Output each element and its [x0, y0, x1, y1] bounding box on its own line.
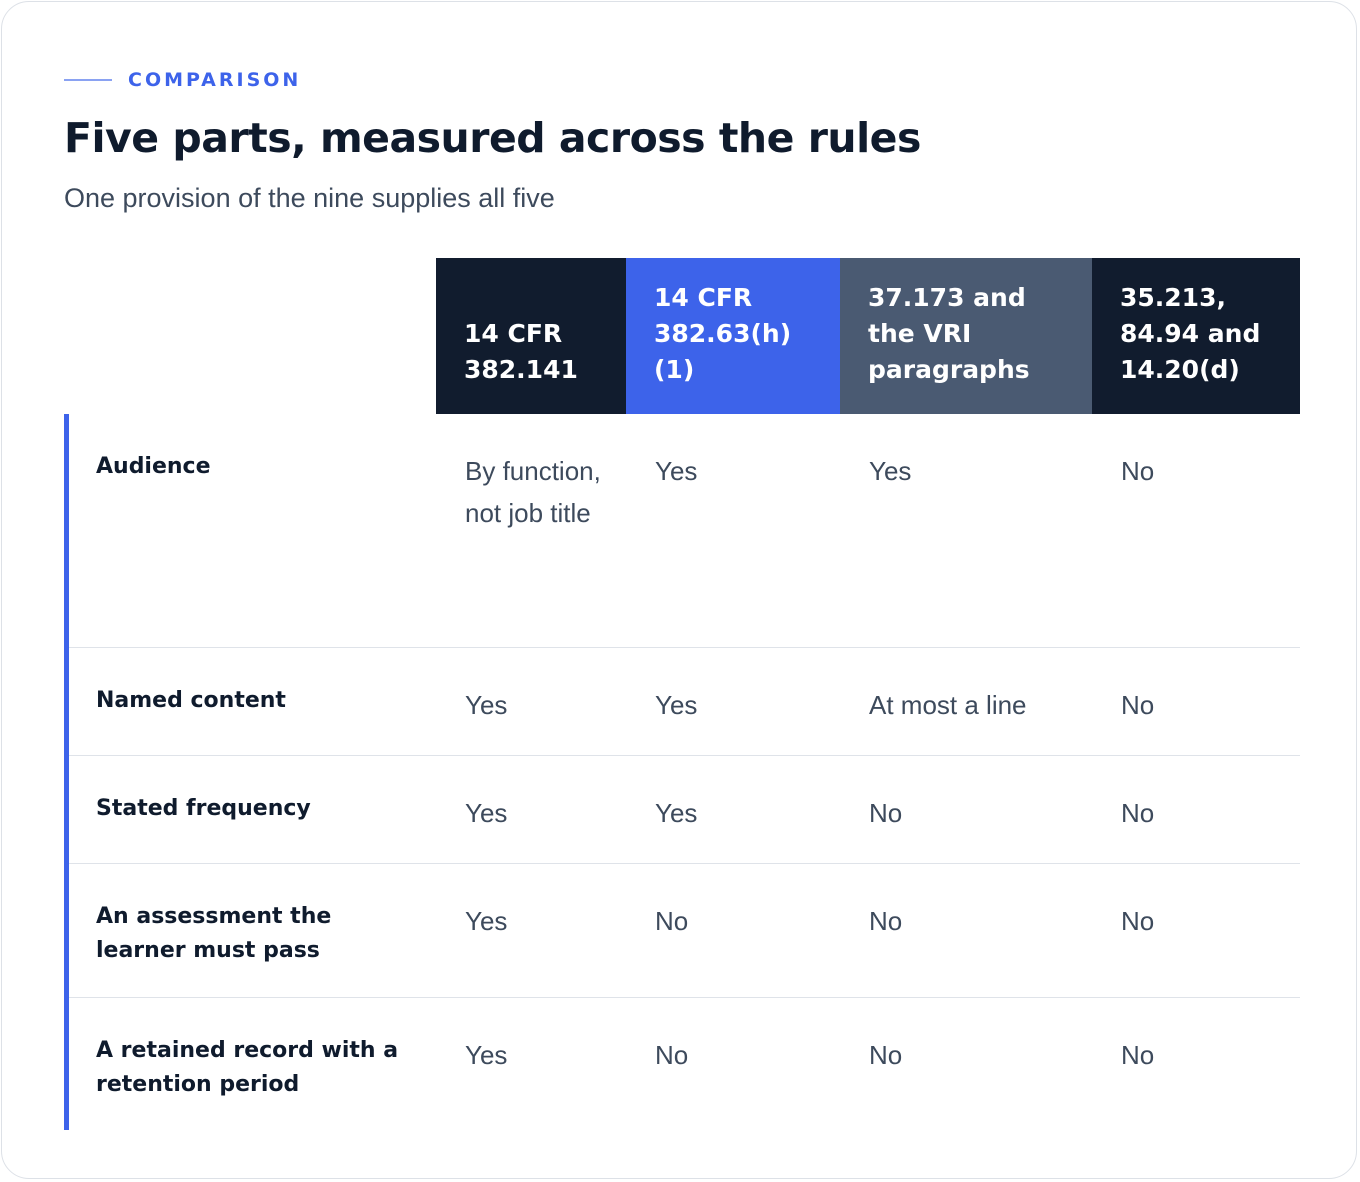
table-cell: Yes	[465, 798, 508, 828]
table-cell: Yes	[465, 1040, 508, 1070]
column-header-label: 14 CFR 382.63(h)(1)	[654, 283, 792, 384]
eyebrow-rule	[64, 79, 112, 81]
table-cell: No	[655, 1040, 689, 1070]
table-cell: No	[1121, 798, 1155, 828]
table-row: An assessment the learner must pass Yes …	[69, 864, 1300, 998]
table-cell: Yes	[655, 690, 698, 720]
column-header-label: 35.213, 84.94 and 14.20(d)	[1120, 283, 1261, 384]
row-label: Stated frequency	[96, 796, 311, 821]
page-title: Five parts, measured across the rules	[64, 114, 921, 162]
table-cell: No	[1121, 906, 1155, 936]
table-cell: No	[655, 906, 689, 936]
header-spacer	[64, 258, 436, 414]
table-cell: Yes	[655, 456, 698, 486]
table-cell: Yes	[465, 690, 508, 720]
comparison-table: 14 CFR 382.141 14 CFR 382.63(h)(1) 37.17…	[64, 258, 1300, 1130]
table-cell: No	[869, 1040, 903, 1070]
row-label: An assessment the learner must pass	[96, 904, 332, 963]
column-header: 14 CFR 382.63(h)(1)	[626, 258, 840, 414]
column-header: 35.213, 84.94 and 14.20(d)	[1092, 258, 1300, 414]
table-cell: No	[869, 798, 903, 828]
table-cell: At most a line	[869, 690, 1027, 720]
table-cell: By function, not job title	[465, 456, 601, 528]
table-cell: No	[869, 906, 903, 936]
table-cell: Yes	[869, 456, 912, 486]
table-cell: No	[1121, 1040, 1155, 1070]
row-label: Named content	[96, 688, 286, 713]
table-cell: No	[1121, 690, 1155, 720]
table-cell: Yes	[465, 906, 508, 936]
table-row: Named content Yes Yes At most a line No	[69, 648, 1300, 756]
eyebrow: COMPARISON	[64, 66, 301, 94]
table-row: Audience By function, not job title Yes …	[69, 414, 1300, 648]
column-header-label: 37.173 and the VRI paragraphs	[868, 283, 1030, 384]
table-row: Stated frequency Yes Yes No No	[69, 756, 1300, 864]
column-header-label: 14 CFR 382.141	[464, 319, 578, 384]
eyebrow-label: COMPARISON	[128, 69, 302, 91]
row-label: Audience	[96, 454, 211, 479]
table-cell: No	[1121, 456, 1155, 486]
table-row: A retained record with a retention perio…	[69, 998, 1300, 1130]
page-subtitle: One provision of the nine supplies all f…	[64, 183, 555, 213]
table-body: Audience By function, not job title Yes …	[64, 414, 1300, 1130]
column-header: 37.173 and the VRI paragraphs	[840, 258, 1092, 414]
row-label: A retained record with a retention perio…	[96, 1038, 399, 1097]
table-header-row: 14 CFR 382.141 14 CFR 382.63(h)(1) 37.17…	[64, 258, 1300, 414]
table-cell: Yes	[655, 798, 698, 828]
column-header: 14 CFR 382.141	[436, 258, 626, 414]
